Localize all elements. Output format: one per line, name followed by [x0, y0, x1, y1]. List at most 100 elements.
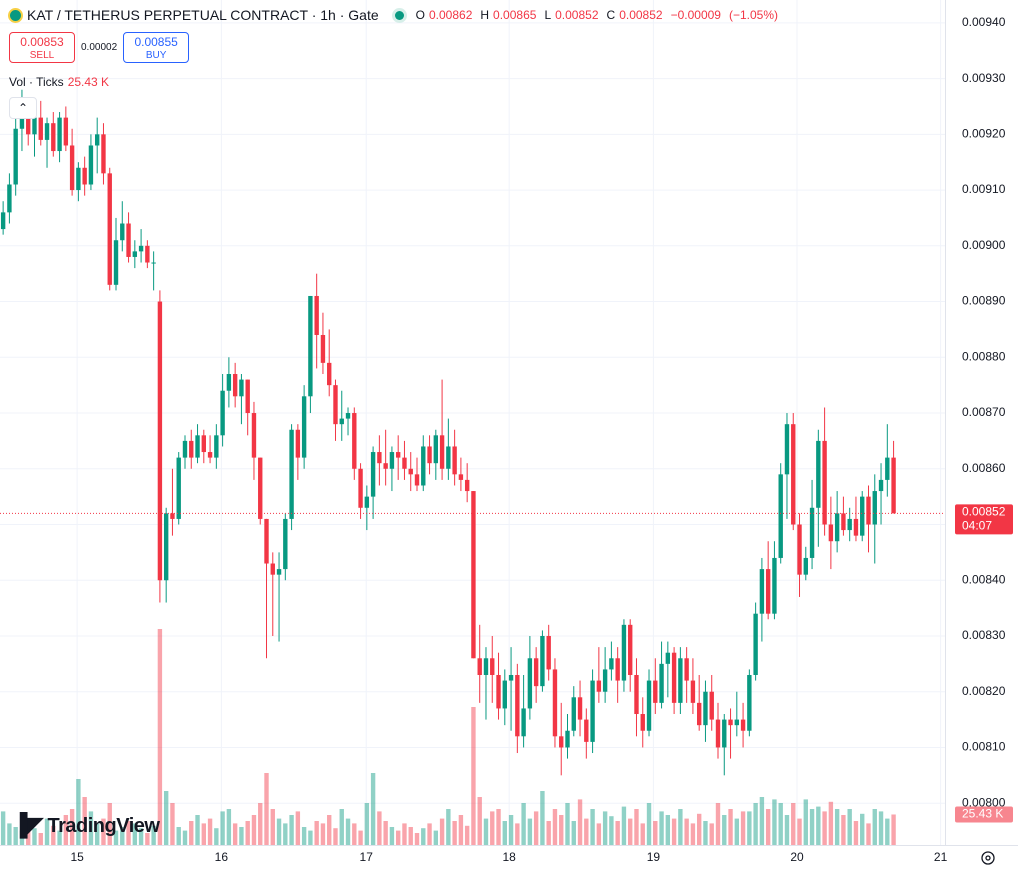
volume-bar — [822, 811, 827, 845]
candle-body — [891, 457, 896, 514]
candle-body — [264, 518, 269, 564]
candle-body — [659, 663, 664, 703]
candle-body — [95, 134, 100, 146]
candle-body — [113, 240, 119, 285]
volume-bar — [803, 799, 808, 845]
candle-body — [358, 468, 363, 508]
volume-bar — [408, 827, 413, 845]
volume-bar — [772, 799, 777, 845]
volume-bar — [847, 809, 852, 845]
candle-body — [163, 513, 169, 581]
candle-body — [747, 674, 752, 731]
volume-bar — [283, 823, 288, 845]
volume-bar — [214, 828, 219, 845]
candle-body — [314, 295, 319, 335]
volume-bar — [552, 809, 558, 845]
candle-body — [327, 362, 332, 386]
volume-bar — [163, 791, 169, 845]
volume-bar — [740, 811, 746, 845]
volume-bar — [841, 815, 846, 845]
y-tick-label: 0.00890 — [962, 294, 1006, 308]
y-tick-label: 0.00820 — [962, 684, 1006, 698]
candle-body — [195, 435, 200, 458]
volume-bar — [609, 816, 614, 845]
volume-bar — [872, 809, 877, 845]
candle-body — [483, 658, 489, 675]
volume-bar — [684, 818, 689, 845]
volume-bar — [878, 811, 884, 845]
volume-bar — [395, 830, 401, 845]
legend-value: 0.00852 — [619, 8, 663, 22]
volume-bar — [19, 830, 25, 845]
legend-key: O — [415, 8, 425, 22]
volume-bar — [439, 818, 445, 845]
candle-body — [527, 658, 533, 709]
buy-price: 0.00855 — [134, 35, 178, 49]
candle-body — [885, 457, 890, 480]
volume-bar — [759, 797, 765, 845]
symbol-title[interactable]: KAT / TETHERUS PERPETUAL CONTRACT · 1h ·… — [27, 7, 379, 23]
volume-bar — [615, 821, 620, 845]
candle-body — [38, 117, 43, 140]
candle-body — [339, 418, 344, 425]
candle-body — [671, 652, 677, 703]
candle-body — [471, 491, 476, 659]
volume-bar — [834, 809, 840, 845]
volume-bar — [809, 809, 815, 845]
candle-body — [189, 440, 194, 458]
legend: KAT / TETHERUS PERPETUAL CONTRACT · 1h ·… — [8, 7, 782, 23]
volume-bar — [709, 823, 714, 845]
settings-button[interactable] — [981, 851, 995, 865]
volume-bar — [797, 818, 802, 845]
candle-body — [734, 719, 740, 726]
volume-bar — [138, 828, 144, 845]
volume-bar — [107, 803, 112, 845]
candle-body — [402, 457, 407, 469]
volume-bar — [477, 797, 482, 845]
y-tick-label: 0.00830 — [962, 628, 1006, 642]
candle-body — [784, 424, 790, 475]
sell-button[interactable]: 0.00853 SELL — [9, 32, 75, 63]
volume-bar — [853, 821, 859, 845]
candle-body — [308, 295, 313, 397]
collapse-button[interactable]: ⌃ — [9, 97, 37, 119]
legend-value: 0.00865 — [493, 8, 537, 22]
volume-bar — [483, 818, 489, 845]
candle-body — [138, 245, 144, 252]
candle-body — [132, 251, 138, 257]
candle-body — [628, 624, 633, 675]
candle-body — [552, 669, 558, 737]
volume-bar — [370, 773, 376, 845]
volume-bar — [891, 814, 896, 845]
candle-body — [878, 479, 884, 492]
candle-body — [157, 301, 163, 581]
candle-body — [126, 223, 131, 257]
volume-bar — [590, 809, 595, 845]
candle-body — [458, 474, 464, 480]
volume-bar — [377, 811, 382, 845]
buy-button[interactable]: 0.00855 BUY — [123, 32, 190, 63]
trade-buttons: 0.00853 SELL 0.00002 0.00855 BUY — [9, 32, 190, 63]
candle-body — [515, 674, 520, 737]
volume-bar — [63, 815, 69, 845]
y-tick-label: 0.00900 — [962, 238, 1006, 252]
buy-label: BUY — [145, 50, 167, 61]
candle-body — [377, 452, 382, 464]
volume-bar — [176, 827, 181, 845]
volume-bar — [765, 809, 771, 845]
volume-bar — [546, 821, 551, 845]
candle-body — [602, 669, 608, 692]
volume-bar — [314, 821, 319, 845]
volume-bar — [653, 821, 658, 845]
candle-body — [653, 680, 658, 703]
candle-body — [834, 513, 840, 542]
volume-title: Vol · Ticks — [9, 75, 64, 89]
candle-body — [496, 674, 501, 709]
candle-body — [63, 117, 69, 146]
volume-bar — [69, 809, 75, 845]
market-status[interactable] — [394, 10, 404, 20]
sell-price: 0.00853 — [20, 35, 64, 49]
candle-body — [640, 714, 645, 731]
volume-bar — [427, 823, 432, 845]
